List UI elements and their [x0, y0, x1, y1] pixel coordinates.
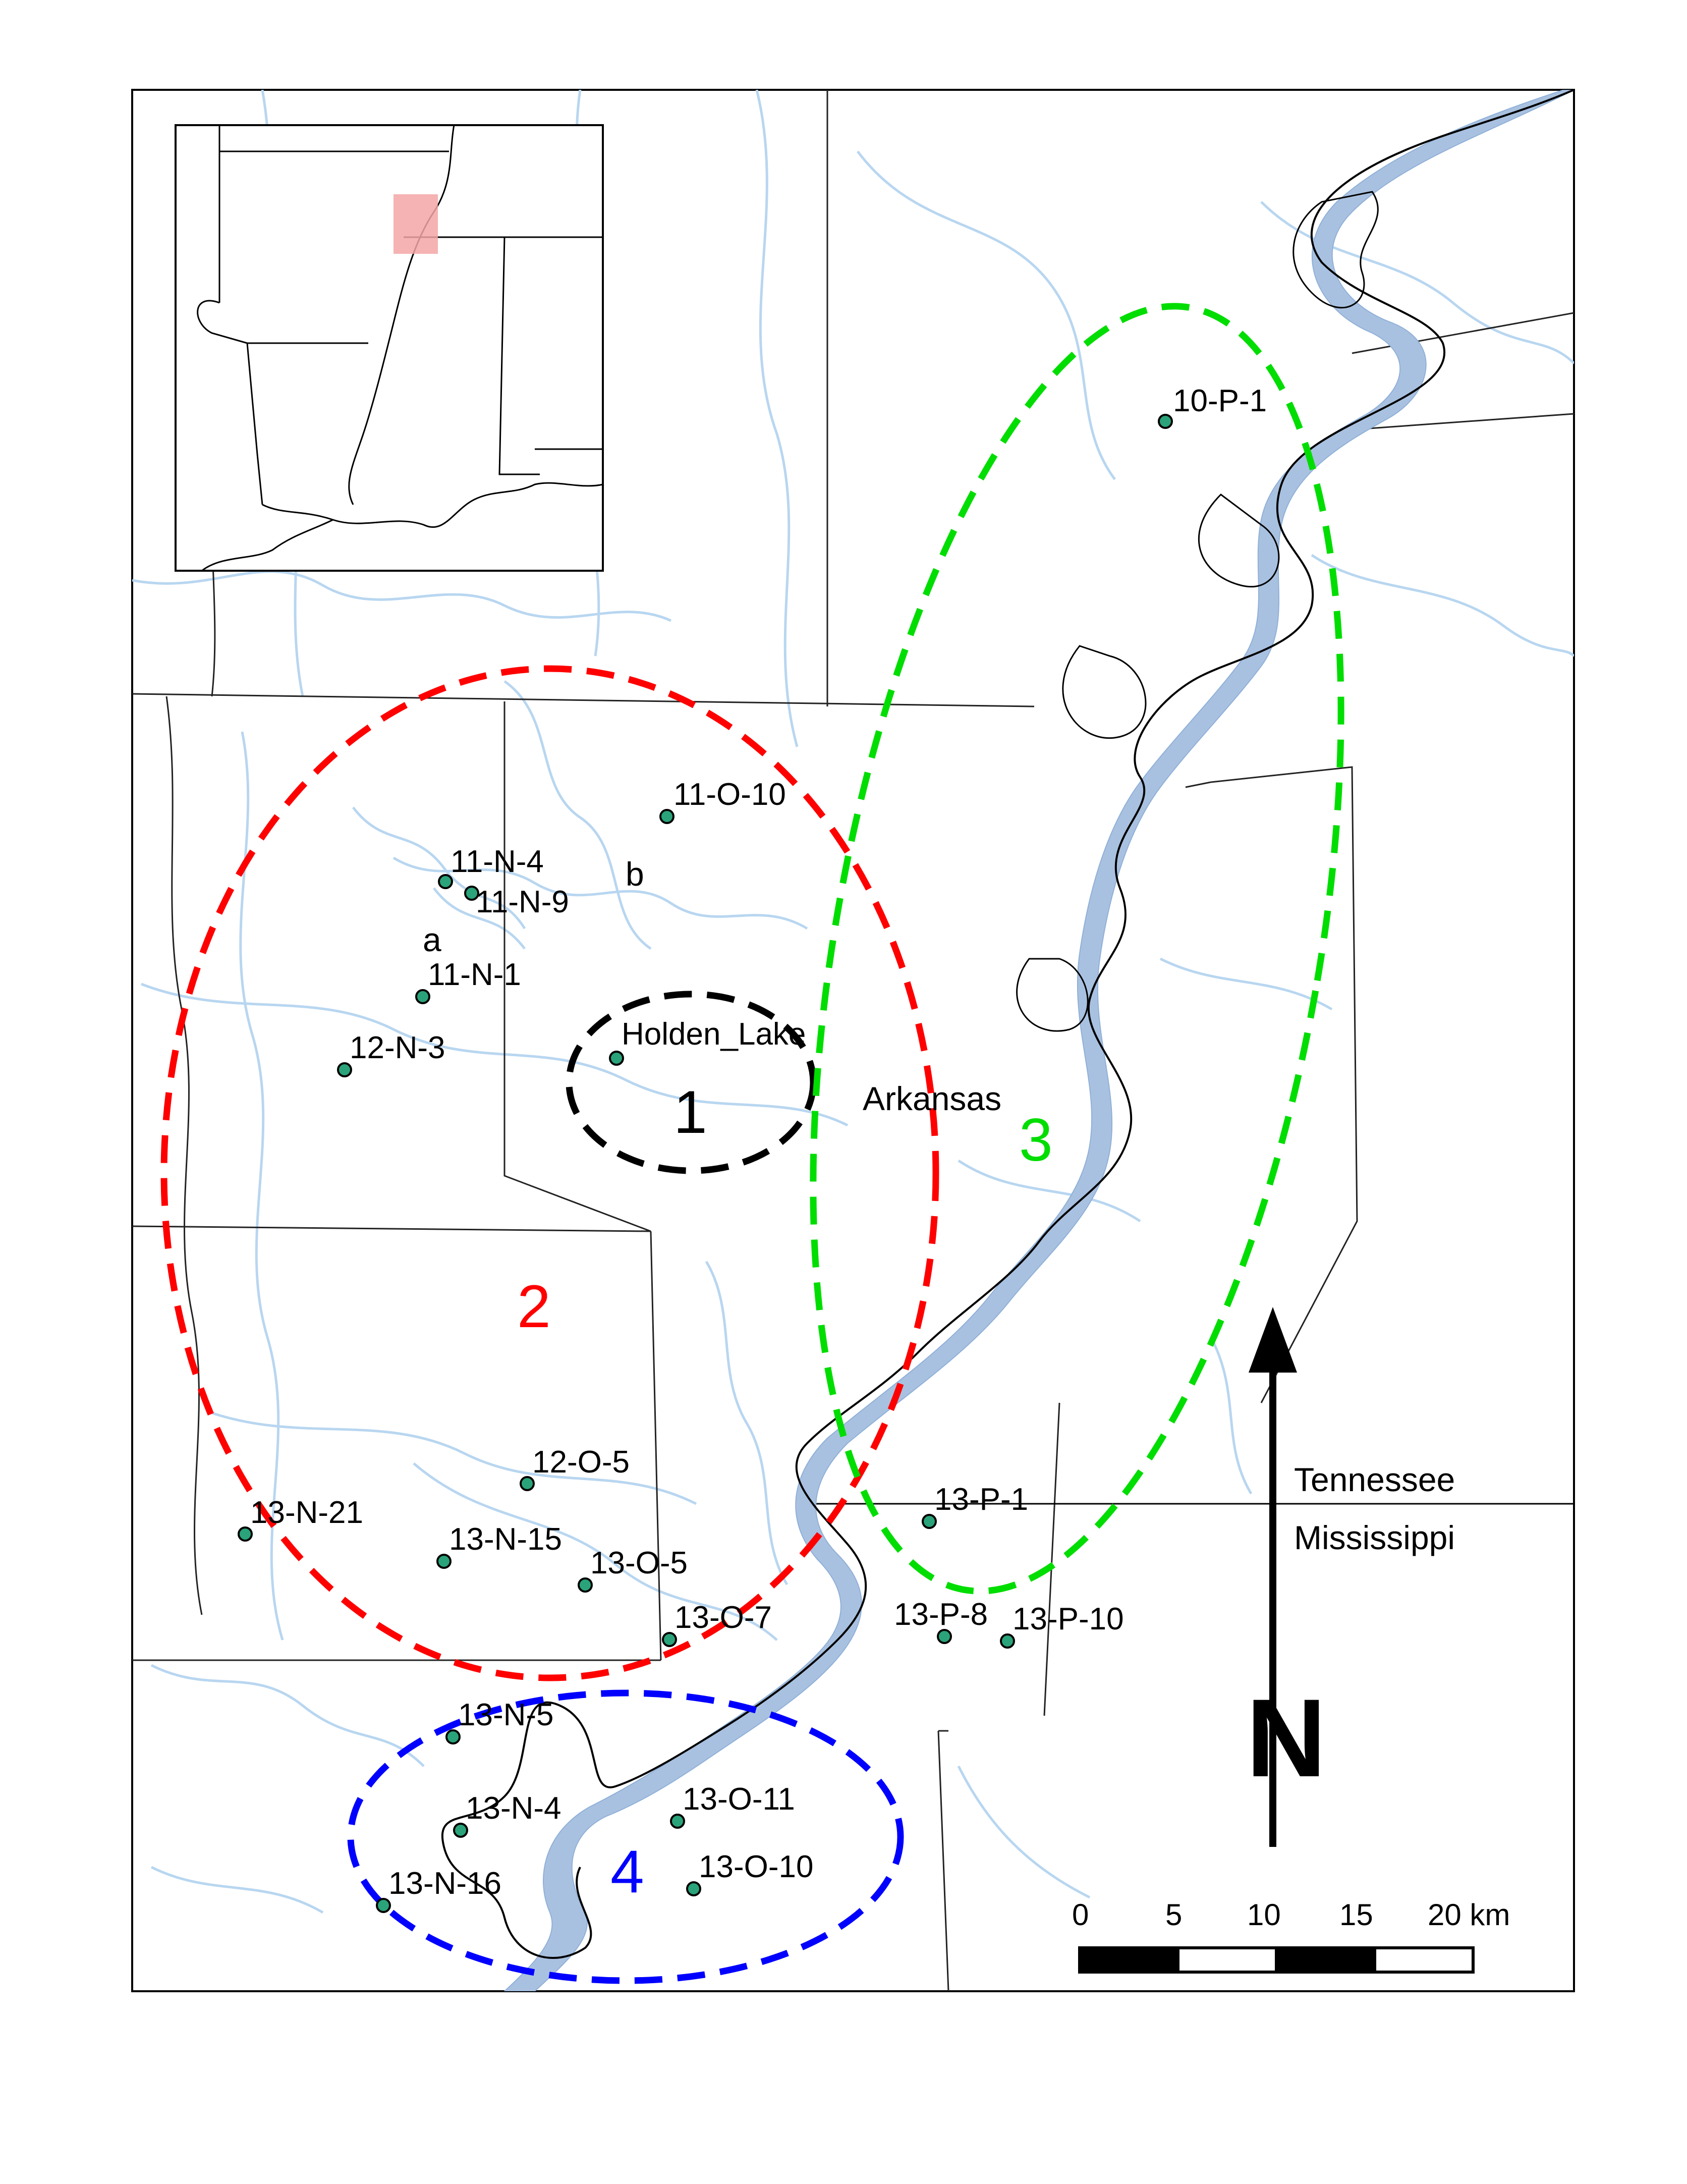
site-marker-13-o-7	[662, 1632, 677, 1647]
zone-4-ellipse	[347, 1689, 904, 1984]
site-label-13-o-5: 13-O-5	[590, 1546, 688, 1580]
scale-tick-15: 15	[1339, 1898, 1373, 1932]
site-label-13-o-7: 13-O-7	[674, 1600, 772, 1635]
zone-2-ellipse	[160, 665, 939, 1681]
site-marker-13-n-5	[445, 1729, 461, 1744]
site-label-13-o-10: 13-O-10	[699, 1849, 813, 1884]
scale-seg-2	[1176, 1946, 1278, 1974]
state-label-tennessee: Tennessee	[1294, 1461, 1455, 1498]
letter-b: b	[626, 855, 644, 893]
site-marker-13-n-16	[376, 1898, 391, 1913]
site-label-12-o-5: 12-O-5	[532, 1445, 630, 1480]
site-label-holden_lake: Holden_Lake	[622, 1017, 806, 1052]
scale-seg-4	[1373, 1946, 1475, 1974]
state-label-arkansas: Arkansas	[863, 1080, 1001, 1117]
site-marker-10-p-1	[1158, 414, 1173, 429]
state-label-mississippi: Mississippi	[1294, 1519, 1455, 1556]
site-marker-12-n-3	[337, 1062, 352, 1077]
oxbow-outline-1	[1292, 191, 1379, 309]
site-marker-11-n-4	[438, 874, 453, 889]
north-arrow-head	[1249, 1307, 1297, 1373]
site-label-11-n-4: 11-N-4	[451, 844, 544, 879]
site-marker-11-n-1	[415, 989, 430, 1004]
zone-4-label: 4	[610, 1838, 644, 1905]
river-channel-line	[441, 90, 1574, 1959]
scale-tick-20km: 20 km	[1428, 1898, 1510, 1932]
letter-a: a	[423, 921, 441, 958]
site-label-11-o-10: 11-O-10	[673, 777, 786, 812]
site-marker-13-o-11	[670, 1814, 685, 1829]
oxbow-outline-4	[1016, 958, 1089, 1032]
site-marker-13-p-8	[937, 1629, 952, 1644]
site-label-13-n-15: 13-N-15	[449, 1522, 562, 1557]
zone-2-label: 2	[517, 1273, 551, 1340]
inset-map	[175, 124, 604, 572]
site-marker-13-p-1	[922, 1514, 937, 1529]
site-label-13-n-16: 13-N-16	[388, 1866, 501, 1901]
site-label-13-o-11: 13-O-11	[683, 1782, 795, 1817]
mississippi-river	[503, 90, 1574, 1991]
scale-bar: 0 5 10 15 20 km	[1072, 1898, 1510, 1974]
site-marker-13-n-15	[436, 1554, 452, 1569]
inset-highlight	[393, 194, 438, 254]
zone-1-ellipse	[566, 991, 817, 1174]
oxbow-outline-3	[1062, 645, 1147, 739]
site-marker-13-n-4	[453, 1823, 468, 1838]
site-label-10-p-1: 10-P-1	[1173, 384, 1267, 418]
site-label-13-p-8: 13-P-8	[894, 1597, 988, 1632]
oxbow-outline-2	[1198, 494, 1280, 587]
site-label-13-p-10: 13-P-10	[1013, 1602, 1124, 1636]
scale-seg-1	[1078, 1946, 1179, 1974]
site-label-13-p-1: 13-P-1	[934, 1482, 1028, 1517]
scale-tick-10: 10	[1247, 1898, 1281, 1932]
site-label-13-n-5: 13-N-5	[458, 1698, 554, 1732]
site-label-13-n-4: 13-N-4	[466, 1791, 561, 1826]
site-label-12-n-3: 12-N-3	[350, 1030, 445, 1065]
site-label-13-n-21: 13-N-21	[250, 1495, 363, 1530]
site-marker-13-o-5	[578, 1577, 593, 1593]
site-marker-holden_lake	[609, 1051, 624, 1066]
site-marker-11-n-9	[464, 886, 479, 901]
site-label-11-n-1: 11-N-1	[428, 957, 521, 992]
zone-3-ellipse	[810, 303, 1344, 1595]
north-arrow: N	[1246, 1307, 1326, 1847]
site-label-11-n-9: 11-N-9	[476, 885, 569, 919]
scale-tick-5: 5	[1165, 1898, 1182, 1932]
site-marker-13-o-10	[686, 1881, 701, 1896]
site-marker-11-o-10	[659, 809, 674, 824]
inset-frame	[175, 124, 604, 572]
site-markers: 10-P-1 11-O-10 11-N-4 11-N-9 11-N-1 12-N-3 Hol…	[238, 384, 1267, 1913]
scale-seg-3	[1275, 1946, 1376, 1974]
north-arrow-label: N	[1246, 1676, 1326, 1800]
site-marker-12-o-5	[520, 1476, 535, 1491]
zone-1-label: 1	[673, 1078, 707, 1146]
scale-tick-0: 0	[1072, 1898, 1089, 1932]
zone-3-label: 3	[1019, 1106, 1053, 1174]
site-marker-13-p-10	[1000, 1633, 1015, 1649]
site-marker-13-n-21	[238, 1526, 253, 1542]
